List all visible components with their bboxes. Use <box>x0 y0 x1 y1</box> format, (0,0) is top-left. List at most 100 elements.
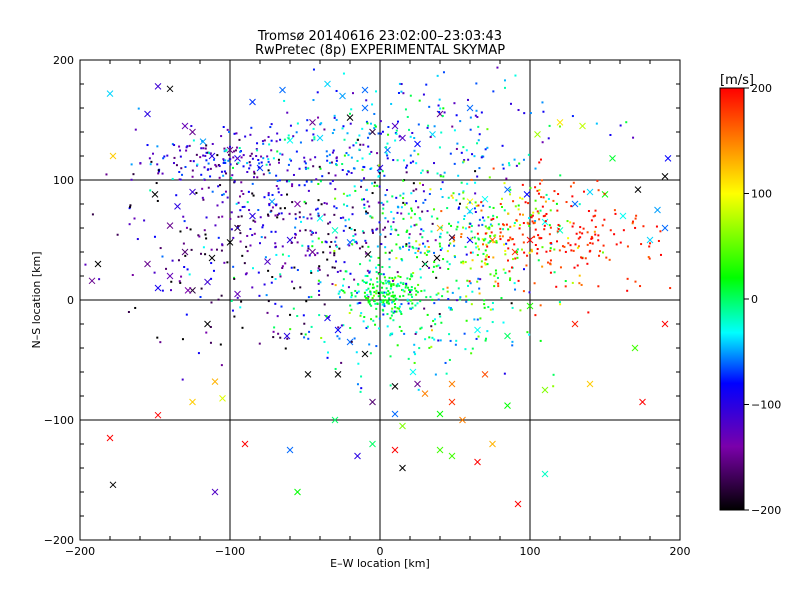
dot-marker <box>390 249 393 252</box>
dot-marker <box>288 180 291 183</box>
dot-marker <box>613 233 616 236</box>
dot-marker <box>386 200 389 203</box>
dot-marker <box>327 222 330 225</box>
cross-marker <box>526 236 534 244</box>
dot-marker <box>246 234 249 237</box>
dot-marker <box>332 149 335 152</box>
dot-marker <box>296 269 299 272</box>
dot-marker <box>534 167 537 170</box>
dot-marker <box>363 281 366 284</box>
dot-marker <box>354 289 357 292</box>
dot-marker <box>303 322 306 325</box>
dot-marker <box>282 218 285 221</box>
dot-marker <box>469 128 472 131</box>
dot-marker <box>499 227 502 230</box>
dot-marker <box>459 202 462 205</box>
dot-marker <box>267 194 270 197</box>
dot-marker <box>389 384 392 387</box>
dot-marker <box>649 242 652 245</box>
dot-marker <box>239 240 242 243</box>
dot-marker <box>485 254 488 257</box>
dot-marker <box>423 252 426 255</box>
dot-marker <box>226 128 229 131</box>
dot-marker <box>382 203 385 206</box>
dot-marker <box>415 247 418 250</box>
dot-marker <box>175 164 178 167</box>
dot-marker <box>335 207 338 210</box>
dot-marker <box>342 284 345 287</box>
dot-marker <box>331 179 334 182</box>
dot-marker <box>462 226 465 229</box>
dot-marker <box>634 280 637 283</box>
dot-marker <box>414 332 417 335</box>
dot-marker <box>368 152 371 155</box>
dot-marker <box>276 179 279 182</box>
dot-marker <box>439 339 442 342</box>
dot-marker <box>355 351 358 354</box>
dot-marker <box>240 215 243 218</box>
dot-marker <box>517 279 520 282</box>
dot-marker <box>509 102 512 105</box>
dot-marker <box>321 175 324 178</box>
dot-marker <box>305 129 308 132</box>
dot-marker <box>447 267 450 270</box>
cross-marker <box>189 128 196 136</box>
dot-marker <box>157 170 160 173</box>
cross-marker <box>541 386 549 394</box>
dot-marker <box>373 291 376 294</box>
dot-marker <box>368 270 371 273</box>
dot-marker <box>232 156 235 159</box>
dot-marker <box>422 190 425 193</box>
dot-marker <box>475 109 478 112</box>
dot-marker <box>220 170 223 173</box>
dot-marker <box>542 215 545 218</box>
dot-marker <box>465 300 468 303</box>
dot-marker <box>552 385 555 388</box>
dot-marker <box>414 251 417 254</box>
dot-marker <box>405 284 408 287</box>
dot-marker <box>571 225 574 228</box>
dot-marker <box>468 211 471 214</box>
dot-marker <box>487 241 490 244</box>
dot-marker <box>622 229 625 232</box>
dot-marker <box>388 258 391 261</box>
dot-marker <box>377 292 380 295</box>
dot-marker <box>329 182 332 185</box>
cross-marker <box>88 277 96 285</box>
dot-marker <box>216 154 219 157</box>
dot-marker <box>252 219 255 222</box>
dot-marker <box>317 212 320 215</box>
dot-marker <box>291 280 294 283</box>
dot-marker <box>462 146 465 149</box>
dot-marker <box>504 271 507 274</box>
dot-marker <box>360 375 363 378</box>
dot-marker <box>294 226 297 229</box>
dot-marker <box>648 257 651 260</box>
dot-marker <box>368 299 371 302</box>
dot-marker <box>522 222 525 225</box>
dot-marker <box>453 236 456 239</box>
cross-marker <box>523 191 531 198</box>
dot-marker <box>228 130 231 133</box>
dot-marker <box>555 202 558 205</box>
dot-marker <box>300 220 303 223</box>
dot-marker <box>523 251 526 254</box>
dot-marker <box>227 153 230 156</box>
dot-marker <box>287 163 290 166</box>
dot-marker <box>134 306 137 309</box>
dot-marker <box>500 297 503 300</box>
dot-marker <box>422 242 425 245</box>
dot-marker <box>439 266 442 269</box>
dot-marker <box>460 233 463 236</box>
cross-marker <box>504 186 511 193</box>
dot-marker <box>360 198 363 201</box>
dot-marker <box>129 205 132 208</box>
dot-marker <box>384 194 387 197</box>
dot-marker <box>250 126 253 129</box>
dot-marker <box>389 332 392 335</box>
dot-marker <box>362 143 365 146</box>
dot-marker <box>312 99 315 102</box>
dot-marker <box>333 254 336 257</box>
dot-marker <box>354 295 357 298</box>
dot-marker <box>446 250 449 253</box>
